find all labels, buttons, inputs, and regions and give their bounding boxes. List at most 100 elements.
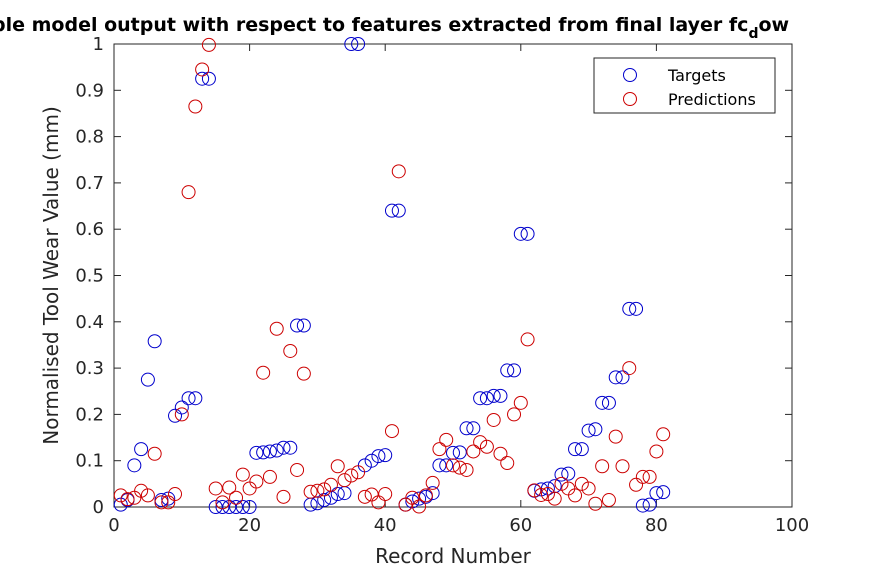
prediction-point xyxy=(303,484,318,499)
x-tick-label: 100 xyxy=(775,515,809,536)
prediction-point xyxy=(344,468,359,483)
prediction-point xyxy=(581,481,596,496)
y-tick-label: 0.2 xyxy=(75,404,104,425)
target-point xyxy=(262,444,277,459)
prediction-point xyxy=(446,458,460,473)
prediction-point xyxy=(452,460,467,475)
prediction-point xyxy=(269,321,284,336)
prediction-point xyxy=(249,474,264,489)
target-point xyxy=(459,421,474,436)
target-point xyxy=(595,395,610,410)
prediction-point xyxy=(635,469,650,484)
y-tick-label: 0.6 xyxy=(75,219,104,240)
y-tick-label: 0.8 xyxy=(75,127,104,148)
y-tick-label: 1 xyxy=(93,34,104,55)
target-point xyxy=(581,423,596,438)
target-point xyxy=(140,372,155,387)
target-point xyxy=(493,388,508,403)
target-point xyxy=(215,500,230,514)
x-axis-label: Record Number xyxy=(375,544,532,568)
target-point xyxy=(642,497,657,512)
target-point xyxy=(507,363,522,378)
target-point xyxy=(283,440,298,455)
prediction-point xyxy=(554,476,569,491)
target-point xyxy=(486,388,501,403)
target-point xyxy=(127,458,142,473)
y-tick-label: 0.7 xyxy=(75,173,104,194)
prediction-point xyxy=(391,164,406,179)
legend-box xyxy=(593,57,776,114)
target-point xyxy=(608,370,623,385)
target-point xyxy=(181,391,196,406)
legend-marker-targets xyxy=(623,68,637,82)
prediction-point xyxy=(459,462,474,477)
target-point xyxy=(425,486,440,501)
target-point xyxy=(601,395,616,410)
target-point xyxy=(615,370,630,385)
target-point xyxy=(520,226,535,241)
y-axis: 0 0.1 0.2 0.3 0.4 0.5 0.6 0.7 0.8 0.9 1 xyxy=(75,34,792,518)
prediction-point xyxy=(201,37,216,52)
prediction-point xyxy=(405,490,420,505)
prediction-point xyxy=(330,459,345,474)
prediction-point xyxy=(479,439,494,454)
y-tick-label: 0.4 xyxy=(75,312,104,333)
prediction-point xyxy=(283,343,298,358)
prediction-point xyxy=(412,499,427,514)
prediction-point xyxy=(466,444,481,459)
target-point xyxy=(622,301,637,316)
prediction-point xyxy=(507,407,522,422)
target-point xyxy=(290,318,305,333)
prediction-point xyxy=(439,432,454,447)
chart-title-subscript: d xyxy=(748,26,758,42)
x-tick-label: 20 xyxy=(238,515,261,536)
target-point xyxy=(195,71,210,86)
y-tick-label: 0.3 xyxy=(75,358,104,379)
prediction-point xyxy=(527,483,542,498)
target-point xyxy=(432,458,447,473)
target-point xyxy=(561,466,576,481)
target-point xyxy=(371,449,386,464)
prediction-point xyxy=(276,489,291,504)
prediction-point xyxy=(384,424,399,439)
prediction-point xyxy=(608,429,623,444)
target-point xyxy=(439,458,454,473)
x-tick-label: 0 xyxy=(108,515,119,536)
series-predictions xyxy=(113,37,671,514)
x-tick-label: 40 xyxy=(374,515,397,536)
legend-label-targets: Targets xyxy=(667,66,726,85)
x-tick-label: 80 xyxy=(645,515,668,536)
target-point xyxy=(208,500,223,514)
y-axis-label: Normalised Tool Wear Value (mm) xyxy=(39,106,63,445)
prediction-point xyxy=(493,446,508,461)
target-point xyxy=(635,498,650,513)
plot-area: 0 20 40 60 80 100 0 0.1 0.2 0.3 0.4 0.5 0.6 0.7 0.8 0.… xyxy=(75,34,809,536)
target-point xyxy=(330,487,345,502)
prediction-point xyxy=(371,495,386,510)
prediction-point xyxy=(513,395,528,410)
target-point xyxy=(201,71,216,86)
target-point xyxy=(466,421,481,436)
prediction-point xyxy=(262,469,277,484)
prediction-point xyxy=(113,488,128,503)
target-point xyxy=(174,400,189,415)
target-point xyxy=(188,391,203,406)
legend-marker-predictions xyxy=(623,92,637,106)
prediction-point xyxy=(500,456,515,471)
prediction-point xyxy=(317,482,332,497)
prediction-point xyxy=(229,490,244,505)
target-point xyxy=(412,491,427,506)
target-point xyxy=(588,422,603,437)
legend: Targets Predictions xyxy=(593,57,776,114)
prediction-point xyxy=(568,488,583,503)
prediction-point xyxy=(378,487,393,502)
target-point xyxy=(574,442,589,457)
target-point xyxy=(317,493,332,508)
target-point xyxy=(276,440,291,455)
prediction-point xyxy=(588,496,603,511)
prediction-point xyxy=(418,488,433,503)
prediction-point xyxy=(486,412,501,427)
y-tick-label: 0.1 xyxy=(75,451,104,472)
prediction-point xyxy=(601,493,616,508)
